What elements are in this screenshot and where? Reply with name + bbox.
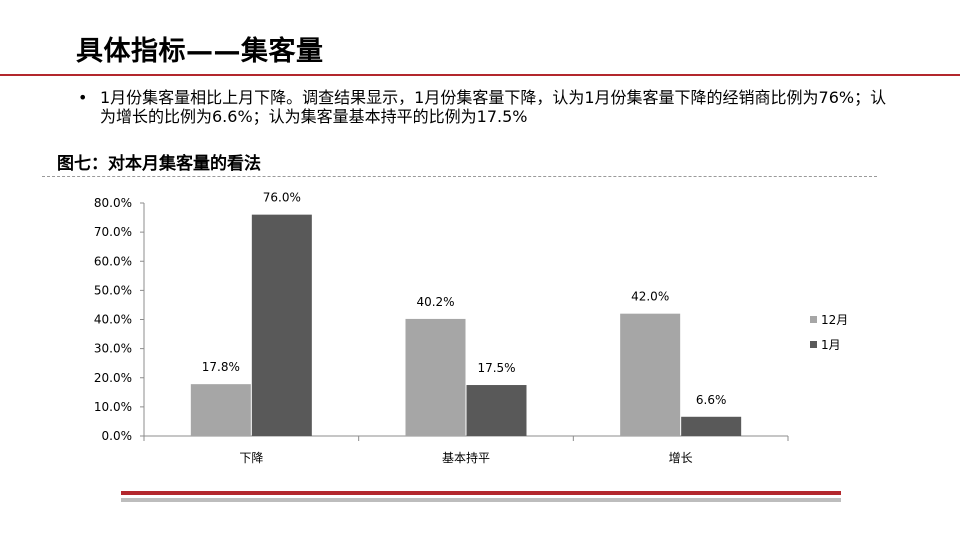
- y-tick-label: 30.0%: [94, 342, 132, 356]
- data-label: 17.8%: [202, 360, 240, 374]
- title-divider: [0, 74, 960, 76]
- y-tick-label: 40.0%: [94, 313, 132, 327]
- y-tick-label: 20.0%: [94, 371, 132, 385]
- page-title: 具体指标——集客量: [76, 36, 324, 67]
- bar-chart: 0.0% 10.0% 20.0% 30.0% 40.0% 50.0% 60.0% 70.0% 8…: [94, 191, 848, 465]
- footer-red-bar: [121, 491, 841, 495]
- x-tick-label: 增长: [669, 451, 693, 465]
- bullet-marker: •: [78, 88, 88, 107]
- legend-label: 12月: [821, 313, 848, 327]
- data-label: 6.6%: [696, 393, 727, 407]
- y-tick-label: 10.0%: [94, 400, 132, 414]
- figure-title: 图七：对本月集客量的看法: [57, 154, 261, 174]
- bar: [405, 318, 466, 436]
- bar: [681, 416, 742, 436]
- data-label: 76.0%: [263, 191, 301, 205]
- bar: [620, 313, 681, 436]
- summary-text: 1月份集客量相比上月下降。调查结果显示，1月份集客量下降，认为1月份集客量下降的…: [100, 88, 887, 126]
- data-label: 40.2%: [416, 295, 454, 309]
- y-tick-label: 50.0%: [94, 283, 132, 297]
- y-tick-label: 60.0%: [94, 254, 132, 268]
- bar: [190, 384, 251, 436]
- bar: [466, 385, 527, 436]
- y-tick-label: 80.0%: [94, 196, 132, 210]
- legend-swatch: [810, 316, 817, 323]
- legend-label: 1月: [821, 338, 841, 352]
- footer-gray-bar: [121, 498, 841, 502]
- legend-swatch: [810, 341, 817, 348]
- y-tick-label: 0.0%: [102, 429, 133, 443]
- bar: [251, 214, 312, 436]
- y-tick-label: 70.0%: [94, 225, 132, 239]
- data-label: 42.0%: [631, 290, 669, 304]
- x-tick-label: 基本持平: [442, 450, 490, 465]
- dashed-divider: [42, 176, 877, 177]
- data-label: 17.5%: [477, 361, 515, 375]
- x-tick-label: 下降: [239, 451, 263, 465]
